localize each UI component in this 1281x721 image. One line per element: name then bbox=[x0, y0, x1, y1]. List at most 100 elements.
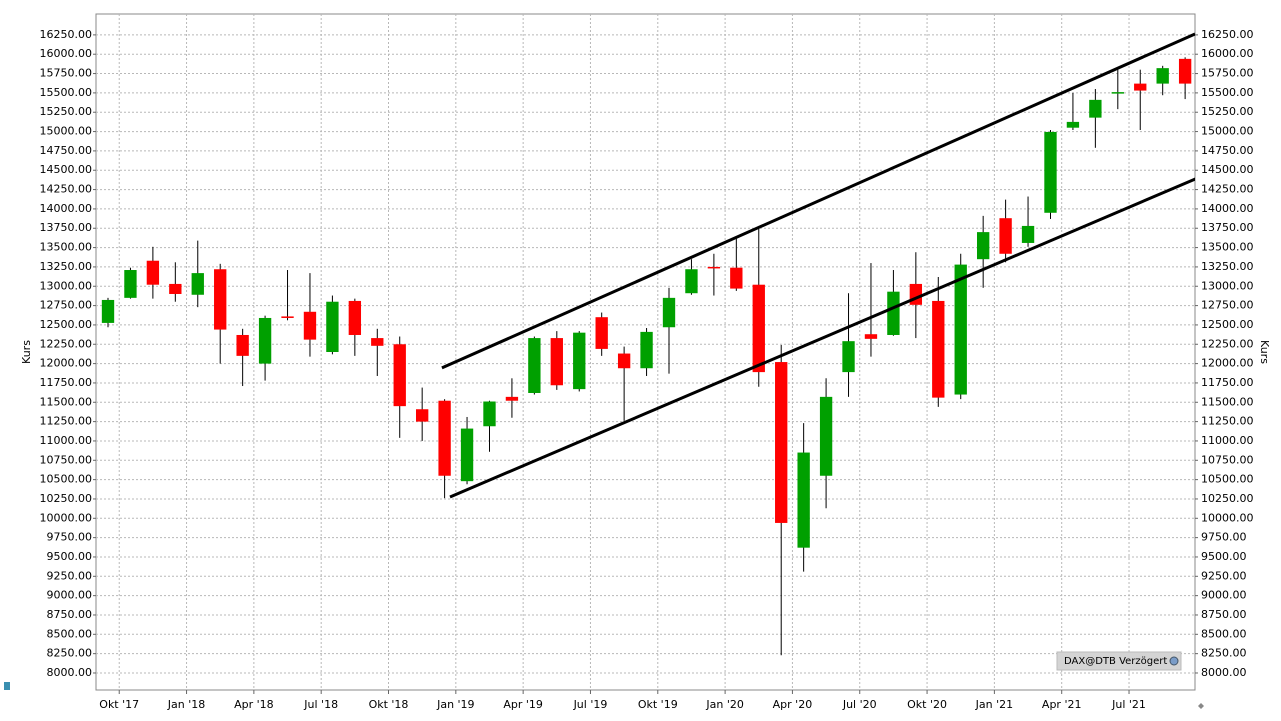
y2-tick-label: 12000.00 bbox=[1201, 357, 1254, 370]
y-tick-label: 14250.00 bbox=[40, 183, 93, 196]
y2-tick-label: 10750.00 bbox=[1201, 453, 1254, 466]
candle-body bbox=[1156, 68, 1169, 84]
y-tick-label: 13750.00 bbox=[40, 221, 93, 234]
y2-tick-label: 9500.00 bbox=[1201, 550, 1247, 563]
candle-body bbox=[1044, 131, 1057, 213]
candle-body bbox=[887, 291, 900, 335]
x-tick-label: Okt '20 bbox=[907, 698, 947, 711]
y2-tick-label: 15250.00 bbox=[1201, 105, 1254, 118]
candle-body bbox=[1134, 83, 1147, 91]
y-tick-label: 12000.00 bbox=[40, 357, 93, 370]
y-tick-label: 13500.00 bbox=[40, 241, 93, 254]
y-tick-label: 11750.00 bbox=[40, 376, 93, 389]
y2-tick-label: 13250.00 bbox=[1201, 260, 1254, 273]
y-tick-label: 8000.00 bbox=[47, 666, 93, 679]
candle-body bbox=[483, 401, 496, 427]
y-tick-label: 15750.00 bbox=[40, 67, 93, 80]
y2-tick-label: 8750.00 bbox=[1201, 608, 1247, 621]
y2-tick-label: 11250.00 bbox=[1201, 415, 1254, 428]
x-tick-label: Jan '19 bbox=[436, 698, 474, 711]
marks bbox=[101, 32, 1195, 656]
badge-box bbox=[1056, 651, 1182, 671]
y-tick-label: 15000.00 bbox=[40, 125, 93, 138]
y-tick-label: 12250.00 bbox=[40, 337, 93, 350]
y2-tick-label: 15000.00 bbox=[1201, 125, 1254, 138]
y2-tick-label: 9250.00 bbox=[1201, 569, 1247, 582]
candle-body bbox=[819, 396, 833, 476]
x-tick-label: Apr '21 bbox=[1042, 698, 1082, 711]
candle-body bbox=[685, 269, 698, 294]
y2-tick-label: 14250.00 bbox=[1201, 183, 1254, 196]
candle-body bbox=[326, 301, 339, 352]
x-tick-label: Jan '21 bbox=[975, 698, 1013, 711]
y-tick-label: 14750.00 bbox=[40, 144, 93, 157]
candle-body bbox=[505, 396, 519, 401]
candle-body bbox=[528, 338, 541, 393]
x-tick-label: Apr '19 bbox=[503, 698, 543, 711]
y2-tick-label: 14750.00 bbox=[1201, 144, 1254, 157]
x-tick-label: Okt '17 bbox=[99, 698, 139, 711]
y-tick-label: 9000.00 bbox=[47, 589, 93, 602]
y2-tick-label: 10500.00 bbox=[1201, 473, 1254, 486]
candle-body bbox=[303, 311, 317, 340]
y2-tick-label: 11000.00 bbox=[1201, 434, 1254, 447]
x-tick-label: Apr '20 bbox=[773, 698, 813, 711]
x-tick-label: Jul '18 bbox=[303, 698, 338, 711]
y-tick-label: 12750.00 bbox=[40, 299, 93, 312]
source-label: DAX@DTB Verzögert bbox=[1064, 656, 1167, 667]
y-tick-label: 10500.00 bbox=[40, 473, 93, 486]
candle-body bbox=[797, 452, 810, 548]
x-tick-label: Jan '20 bbox=[705, 698, 743, 711]
y2-tick-label: 11500.00 bbox=[1201, 395, 1254, 408]
candle-body bbox=[1089, 99, 1102, 118]
candle-body bbox=[976, 232, 990, 260]
candle-body bbox=[775, 362, 788, 523]
candle-body bbox=[595, 317, 608, 349]
candle-body bbox=[191, 273, 204, 295]
y2-tick-label: 15750.00 bbox=[1201, 67, 1254, 80]
candle-body bbox=[146, 260, 160, 285]
candle-body bbox=[909, 283, 923, 305]
corner-arrow bbox=[1198, 703, 1204, 709]
x-tick-label: Jan '18 bbox=[167, 698, 205, 711]
trend-line bbox=[449, 177, 1195, 499]
y2-tick-label: 14000.00 bbox=[1201, 202, 1254, 215]
candle-body bbox=[236, 334, 249, 356]
corner-icon bbox=[4, 682, 10, 690]
y-tick-label: 12500.00 bbox=[40, 318, 93, 331]
y2-tick-label: 13000.00 bbox=[1201, 279, 1254, 292]
candle-body bbox=[169, 283, 182, 294]
y2-tick-label: 8000.00 bbox=[1201, 666, 1247, 679]
y2-tick-label: 9000.00 bbox=[1201, 589, 1247, 602]
y2-axis-label: Kurs bbox=[1258, 340, 1271, 364]
candle-body bbox=[214, 269, 227, 330]
y-axis-label: Kurs bbox=[20, 340, 33, 364]
y-tick-label: 11000.00 bbox=[40, 434, 93, 447]
candle-body bbox=[415, 409, 429, 422]
y-tick-label: 9250.00 bbox=[47, 569, 93, 582]
candle-body bbox=[864, 334, 878, 339]
candle-body bbox=[258, 317, 272, 364]
y2-tick-label: 10000.00 bbox=[1201, 511, 1254, 524]
labels: 8000.00 8000.00 8250.00 8250.00 8500.00 8500.… bbox=[40, 28, 1254, 711]
y-tick-label: 16250.00 bbox=[40, 28, 93, 41]
y-tick-label: 15500.00 bbox=[40, 86, 93, 99]
y-tick-label: 16000.00 bbox=[40, 47, 93, 60]
candle-body bbox=[707, 266, 721, 269]
candle-body bbox=[617, 353, 631, 369]
y-tick-label: 10750.00 bbox=[40, 453, 93, 466]
x-tick-label: Apr '18 bbox=[234, 698, 274, 711]
y-tick-label: 8500.00 bbox=[47, 627, 93, 640]
badge-icon bbox=[1169, 656, 1179, 666]
y-tick-label: 10000.00 bbox=[40, 511, 93, 524]
candle-body bbox=[124, 270, 137, 298]
y2-tick-label: 14500.00 bbox=[1201, 163, 1254, 176]
candle-body bbox=[1066, 121, 1080, 128]
candle-body bbox=[640, 331, 653, 369]
candle-body bbox=[954, 264, 967, 395]
trend-line bbox=[441, 32, 1195, 370]
y2-tick-label: 13500.00 bbox=[1201, 241, 1254, 254]
y-tick-label: 8250.00 bbox=[47, 647, 93, 660]
candle-body bbox=[932, 300, 945, 398]
candle-body bbox=[460, 428, 474, 482]
